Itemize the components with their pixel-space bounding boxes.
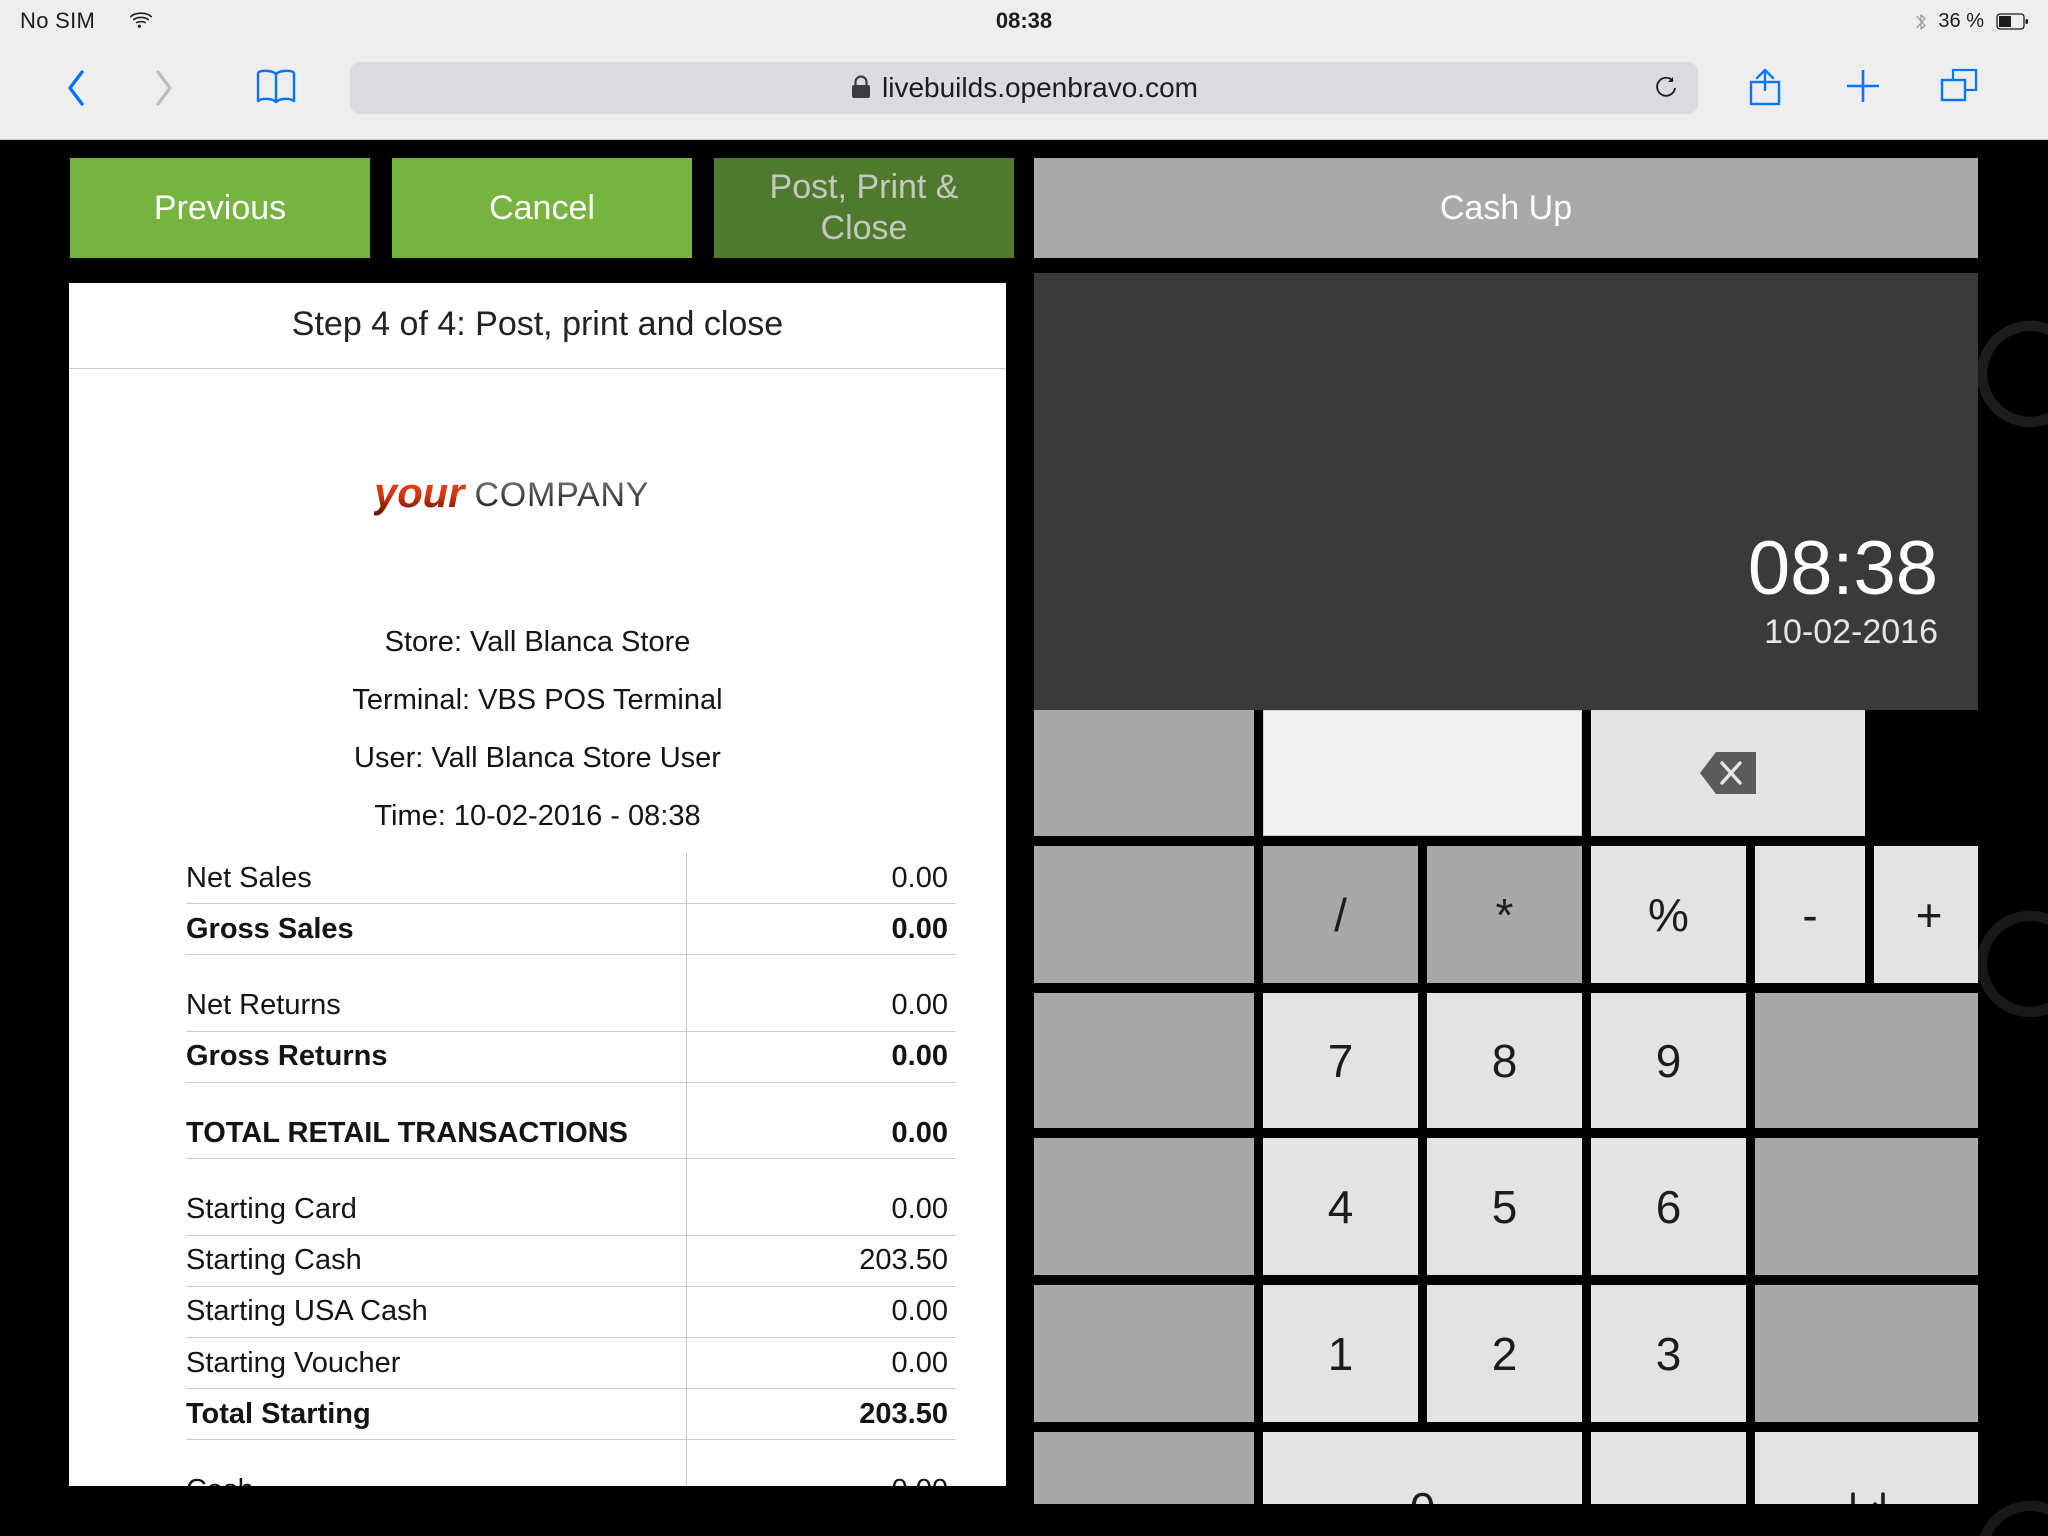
svg-text:your: your: [374, 469, 467, 516]
svg-text:COMPANY: COMPANY: [474, 476, 649, 514]
